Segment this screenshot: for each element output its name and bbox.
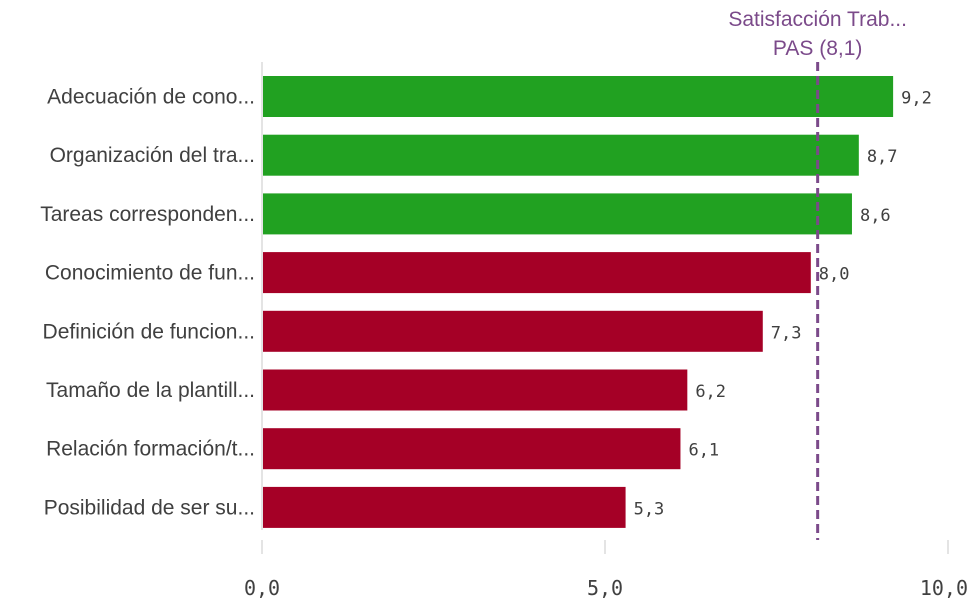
value-label: 8,6: [860, 206, 891, 226]
category-label: Conocimiento de fun...: [45, 262, 255, 285]
bar[interactable]: [263, 134, 859, 176]
bar[interactable]: [263, 428, 681, 470]
value-label: 9,2: [901, 89, 932, 109]
category-label: Organización del tra...: [50, 144, 255, 167]
category-label: Posibilidad de ser su...: [44, 496, 255, 519]
bar[interactable]: [263, 369, 688, 411]
reference-label-line2: PAS (8,1): [773, 37, 862, 60]
bar[interactable]: [263, 76, 894, 117]
bar[interactable]: [263, 193, 852, 235]
bar[interactable]: [263, 252, 811, 294]
bar[interactable]: [263, 310, 763, 352]
category-label: Tareas corresponden...: [40, 203, 255, 226]
category-label: Adecuación de cono...: [47, 86, 255, 109]
value-label: 8,0: [819, 265, 850, 285]
category-label: Relación formación/t...: [46, 438, 255, 461]
value-label: 8,7: [867, 147, 898, 167]
category-label: Definición de funcion...: [43, 320, 255, 343]
x-tick-label: 10,0: [920, 576, 968, 598]
reference-label-line1: Satisfacción Trab...: [728, 8, 907, 31]
bar[interactable]: [263, 486, 626, 528]
x-tick-label: 0,0: [244, 576, 280, 598]
value-label: 6,1: [688, 441, 719, 461]
value-label: 5,3: [634, 499, 665, 519]
value-label: 6,2: [695, 382, 726, 402]
x-tick-label: 5,0: [587, 576, 623, 598]
category-label: Tamaño de la plantill...: [46, 379, 255, 402]
value-label: 7,3: [771, 323, 802, 343]
